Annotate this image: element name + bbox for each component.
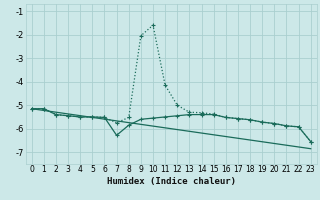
X-axis label: Humidex (Indice chaleur): Humidex (Indice chaleur) [107,177,236,186]
